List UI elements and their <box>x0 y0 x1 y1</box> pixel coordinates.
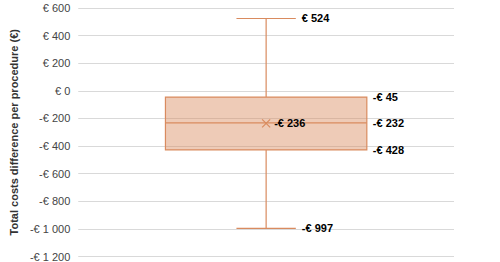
svg-text:-€ 1 000: -€ 1 000 <box>30 223 70 235</box>
svg-text:-€ 236: -€ 236 <box>274 117 305 129</box>
svg-text:€ 400: € 400 <box>43 30 71 42</box>
svg-text:-€ 997: -€ 997 <box>302 222 333 234</box>
svg-text:-€ 1 200: -€ 1 200 <box>30 251 70 262</box>
svg-text:-€ 232: -€ 232 <box>373 117 404 129</box>
svg-text:-€ 200: -€ 200 <box>39 112 70 124</box>
svg-text:-€ 600: -€ 600 <box>39 168 70 180</box>
svg-text:Total costs difference per pro: Total costs difference per procedure (€) <box>8 29 20 236</box>
svg-text:-€ 800: -€ 800 <box>39 195 70 207</box>
svg-text:€ 200: € 200 <box>43 57 71 69</box>
svg-text:-€ 400: -€ 400 <box>39 140 70 152</box>
svg-text:€ 524: € 524 <box>302 12 330 24</box>
svg-text:€ 600: € 600 <box>43 2 71 14</box>
svg-text:€ 0: € 0 <box>55 85 70 97</box>
svg-text:-€ 428: -€ 428 <box>373 144 404 156</box>
svg-text:-€ 45: -€ 45 <box>373 91 398 103</box>
